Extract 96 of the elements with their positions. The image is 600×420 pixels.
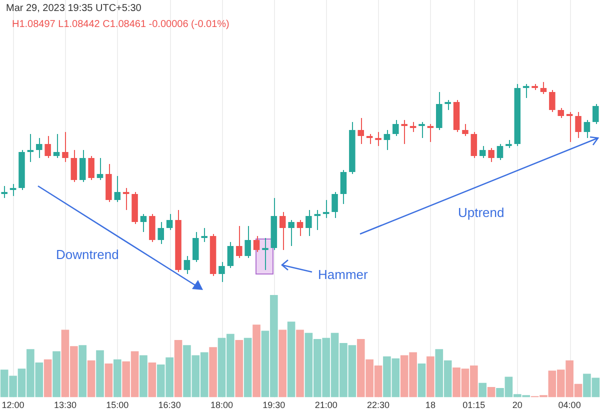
candlestick xyxy=(332,192,338,218)
candlestick xyxy=(262,238,268,270)
candlestick xyxy=(288,220,294,246)
bar xyxy=(209,347,217,398)
annotation: Downtrend xyxy=(56,247,119,262)
x-tick-label: 13:30 xyxy=(54,400,76,410)
x-tick-label: 18:00 xyxy=(210,400,234,410)
candlestick xyxy=(184,256,190,274)
candlestick xyxy=(444,100,451,110)
x-tick-label: 01:15 xyxy=(462,400,486,410)
candlestick xyxy=(158,222,164,244)
bar xyxy=(96,350,104,398)
x-tick-label: 20 xyxy=(512,400,522,410)
candlestick xyxy=(392,120,399,136)
x-tick-label: 22:30 xyxy=(366,400,390,410)
bar xyxy=(87,360,96,398)
bar xyxy=(104,363,113,398)
candlestick xyxy=(592,104,599,124)
candlestick xyxy=(36,138,42,158)
candlestick xyxy=(227,242,234,268)
candlestick xyxy=(549,90,556,112)
x-tick-label: 19:30 xyxy=(262,400,286,410)
bar xyxy=(426,356,434,398)
bar xyxy=(52,351,60,398)
candlestick xyxy=(79,150,86,182)
bar xyxy=(418,363,426,398)
candlestick xyxy=(10,184,16,196)
bar xyxy=(287,322,296,398)
bar xyxy=(487,386,496,398)
candlestick xyxy=(584,120,590,138)
candlestick xyxy=(436,92,442,130)
candlestick xyxy=(566,112,573,142)
candlestick xyxy=(470,132,478,158)
candlestick xyxy=(427,124,434,142)
candlestick xyxy=(244,226,251,258)
candlestick xyxy=(70,150,78,182)
candlestick xyxy=(575,112,582,138)
bar xyxy=(235,340,244,398)
bar xyxy=(478,382,487,398)
candlestick xyxy=(418,122,425,138)
candlestick xyxy=(201,228,208,242)
candlestick xyxy=(462,124,468,136)
bar xyxy=(252,324,260,398)
candlestick xyxy=(122,188,130,210)
bar xyxy=(278,330,287,398)
text: H1.08497 L1.08442 C1.08461 -0.00006 (-0.01%) xyxy=(12,19,230,30)
candlestick xyxy=(375,132,382,146)
candlestick xyxy=(488,148,494,162)
x-tick-label: 04:00 xyxy=(558,400,581,410)
candlestick xyxy=(496,144,504,160)
candlestick xyxy=(558,108,564,118)
candlestick xyxy=(479,146,486,158)
candlestick xyxy=(401,120,408,144)
candlestick xyxy=(296,220,304,236)
x-tick-label: 16:30 xyxy=(158,400,181,410)
x-tick-label: 15:00 xyxy=(106,400,129,410)
candlestick xyxy=(384,130,390,150)
candlestick xyxy=(88,156,94,180)
bar xyxy=(148,362,156,398)
annotation: Hammer xyxy=(318,267,368,282)
candlestick xyxy=(306,210,312,236)
candlestick xyxy=(44,136,51,158)
candlestick xyxy=(1,186,8,198)
bar xyxy=(174,340,182,398)
candlestick xyxy=(540,82,547,94)
candlestick xyxy=(322,200,330,218)
candlestick xyxy=(410,122,416,132)
candlestick xyxy=(522,84,530,98)
candlestick xyxy=(62,132,68,162)
candlestick xyxy=(236,226,242,258)
candlestick xyxy=(218,262,225,282)
annotation: Uptrend xyxy=(458,205,504,220)
x-tick-label: 12:00 xyxy=(2,400,24,410)
candlestick xyxy=(114,176,121,202)
x-tick-label: 21:00 xyxy=(314,400,338,410)
candlestick xyxy=(53,134,60,158)
candlestick xyxy=(27,134,34,162)
candlestick xyxy=(253,236,260,252)
candlestick xyxy=(314,210,321,230)
bar xyxy=(44,359,52,398)
candlestick xyxy=(340,170,347,204)
bar xyxy=(296,330,304,398)
candlestick xyxy=(96,158,104,180)
bar xyxy=(140,355,148,398)
candlestick xyxy=(149,214,156,242)
candlestick xyxy=(166,214,173,230)
candlestick xyxy=(279,212,286,250)
bar xyxy=(244,338,252,398)
candlestick xyxy=(358,118,364,144)
x-tick-label: 18 xyxy=(425,400,436,410)
bar xyxy=(113,359,122,398)
candlestick xyxy=(366,134,373,144)
candlestick xyxy=(192,232,199,262)
bar xyxy=(78,345,87,398)
text: Mar 29, 2023 19:35 UTC+5:30 xyxy=(6,3,142,14)
candlestick xyxy=(140,214,147,232)
